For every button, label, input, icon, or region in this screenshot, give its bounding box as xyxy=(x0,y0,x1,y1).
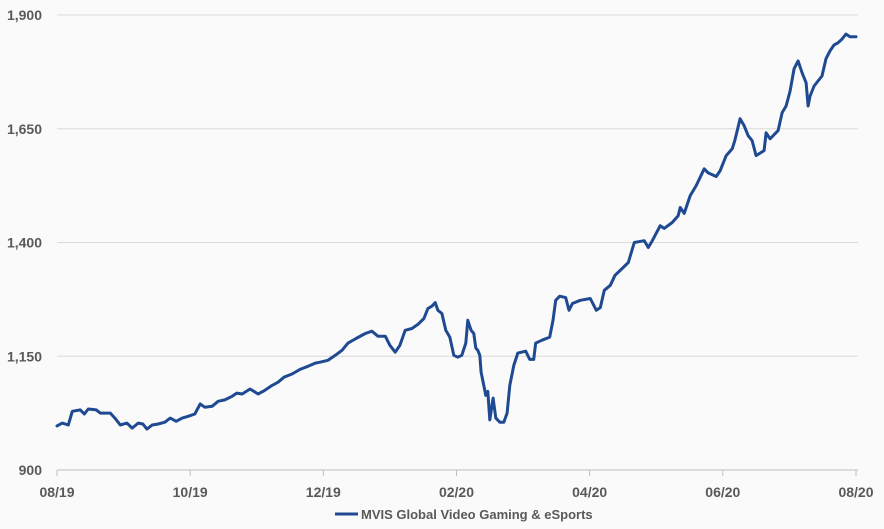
y-tick-label: 1,400 xyxy=(7,235,42,251)
x-tick-label: 04/20 xyxy=(572,484,607,500)
x-axis-ticks: 08/19 10/19 12/19 02/20 04/20 06/20 08/20 xyxy=(39,484,873,500)
y-tick-label: 900 xyxy=(19,462,43,478)
x-tick-label: 08/19 xyxy=(39,484,74,500)
y-tick-label: 1,650 xyxy=(7,121,42,137)
y-tick-label: 1,150 xyxy=(7,348,42,364)
x-tick-label: 12/19 xyxy=(306,484,341,500)
gridlines xyxy=(57,14,858,357)
legend: MVIS Global Video Gaming & eSports xyxy=(335,507,593,522)
x-tick-label: 10/19 xyxy=(173,484,208,500)
x-tick-label: 06/20 xyxy=(705,484,740,500)
legend-label: MVIS Global Video Gaming & eSports xyxy=(361,507,593,522)
series-line-mvis-global-video-gaming-esports xyxy=(55,32,858,431)
x-tick-label: 02/20 xyxy=(439,484,474,500)
x-axis xyxy=(56,469,858,476)
y-tick-label: 1,900 xyxy=(7,7,42,23)
x-tick-label: 08/20 xyxy=(838,484,873,500)
y-axis-ticks: 900 1,150 1,400 1,650 1,900 xyxy=(7,7,42,478)
